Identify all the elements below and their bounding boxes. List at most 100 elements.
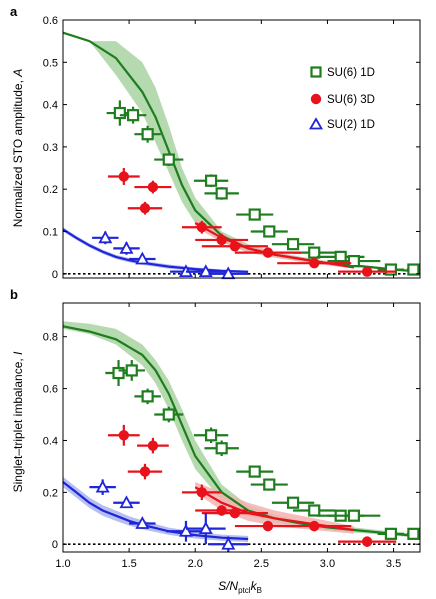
marker-open-triangle <box>221 536 236 550</box>
marker-open-triangle <box>119 241 134 254</box>
data-point-su-6-1d <box>193 427 229 444</box>
data-point-su-6-3d <box>107 168 140 185</box>
marker-filled-circle <box>216 234 227 246</box>
marker-open-square <box>248 465 261 478</box>
marker-open-square <box>263 225 276 238</box>
marker-filled-circle <box>262 520 274 532</box>
x-tick-label: 3.5 <box>386 558 401 570</box>
y-tick-label: 0 <box>52 269 58 281</box>
y-tick-label: 0.1 <box>43 226 58 238</box>
data-point-su-6-1d <box>193 174 229 188</box>
panel-b: b Singlet–triplet imbalance, I 0 0.2 0.4 0.… <box>10 287 421 570</box>
marker-filled-circle <box>309 257 320 269</box>
data-point-su-2-1d <box>89 479 116 495</box>
data-point-su-2-1d <box>129 251 156 265</box>
theory-line-su-2-1d <box>62 481 249 541</box>
marker-open-square <box>125 364 138 377</box>
x-tick-label: 1.0 <box>55 558 70 570</box>
legend-label-su6-1d: SU(6) 1D <box>327 67 375 79</box>
marker-open-square <box>347 509 360 522</box>
data-point-su-6-3d <box>201 241 268 252</box>
panel-a-letter: a <box>10 4 18 19</box>
marker-filled-circle <box>139 203 151 214</box>
data-point-su-6-3d <box>201 507 268 519</box>
data-point-su-6-1d <box>154 153 184 166</box>
data-point-su-6-1d <box>119 106 147 124</box>
data-point-su-6-1d <box>327 509 381 522</box>
marker-filled-circle <box>196 487 208 498</box>
marker-open-triangle <box>135 516 150 529</box>
theory-band-su-6-1d <box>63 32 420 272</box>
marker-open-square <box>286 238 300 251</box>
marker-open-triangle <box>198 521 213 535</box>
plot-frame <box>62 19 421 279</box>
legend-marker-su2-1d <box>308 117 324 130</box>
marker-filled-circle <box>361 266 373 277</box>
marker-open-square <box>162 153 175 166</box>
y-tick-label: 0.6 <box>43 384 58 396</box>
data-point-su-2-1d <box>166 520 206 542</box>
x-tick-label: 3.0 <box>320 558 335 570</box>
marker-open-square <box>248 208 261 221</box>
legend: SU(6) 1D SU(6) 3D SU(2) 1D <box>308 66 375 131</box>
data-point-su-6-1d <box>406 527 420 540</box>
marker-filled-circle <box>147 440 159 451</box>
y-tick-label: 0.8 <box>43 332 58 344</box>
legend-item-su6-1d: SU(6) 1D <box>310 66 375 79</box>
data-point-su-6-1d <box>134 388 161 405</box>
legend-label-su2-1d: SU(2) 1D <box>327 119 375 131</box>
marker-open-square <box>407 263 420 276</box>
data-point-su-6-3d <box>182 220 222 234</box>
marker-open-square <box>141 390 154 403</box>
marker-filled-circle <box>147 181 159 193</box>
data-point-su-6-1d <box>118 360 145 381</box>
y-tick-label: 0.2 <box>43 184 58 196</box>
panel-b-y-axis-label: Singlet–triplet imbalance, I <box>11 351 25 492</box>
marker-open-square <box>126 109 140 122</box>
marker-open-square <box>113 106 126 120</box>
marker-open-square <box>112 366 125 380</box>
y-tick-label: 0.3 <box>43 142 58 154</box>
y-tick-label: 0.5 <box>43 57 58 69</box>
marker-open-square <box>141 128 154 141</box>
data-point-su-6-3d <box>338 536 397 547</box>
marker-open-square <box>204 429 218 442</box>
marker-filled-circle <box>309 520 320 532</box>
x-axis-label: S/NptclkB <box>218 579 262 595</box>
data-point-su-6-1d <box>271 238 315 251</box>
y-tick-label: 0 <box>52 539 58 551</box>
data-point-su-6-1d <box>406 263 420 276</box>
data-point-su-6-1d <box>105 360 132 386</box>
marker-open-square <box>204 174 218 187</box>
marker-open-square <box>347 254 360 268</box>
y-tick-label: 0.2 <box>43 487 58 499</box>
legend-marker-su6-1d <box>310 66 322 78</box>
marker-open-square <box>407 527 420 540</box>
data-point-su-6-1d <box>250 478 288 491</box>
marker-open-triangle <box>119 495 134 509</box>
panel-b-letter: b <box>10 287 18 302</box>
y-tick-label: 0.4 <box>43 435 58 447</box>
data-point-su-6-1d <box>154 406 184 423</box>
marker-filled-circle <box>118 171 130 182</box>
marker-open-triangle <box>178 523 193 537</box>
data-point-su-6-1d <box>293 504 336 517</box>
data-point-su-6-3d <box>107 424 140 446</box>
data-point-su-6-3d <box>182 484 222 501</box>
panel-a-y-axis-label: Normalized STO amplitude, A <box>11 69 25 228</box>
data-point-su-2-1d <box>113 495 140 509</box>
data-point-su-6-3d <box>137 437 169 454</box>
data-point-su-2-1d <box>129 516 156 529</box>
legend-marker-su6-3d <box>310 93 322 105</box>
theory-band-su-6-1d <box>63 321 420 538</box>
marker-filled-circle <box>196 222 208 233</box>
data-point-su-6-3d <box>127 201 163 215</box>
data-point-su-6-1d <box>236 208 274 221</box>
marker-open-square <box>263 478 276 491</box>
data-point-su-6-3d <box>134 180 172 194</box>
marker-open-triangle <box>98 230 113 244</box>
marker-filled-circle <box>229 507 241 519</box>
data-point-su-2-1d <box>92 230 119 245</box>
marker-filled-circle <box>229 241 241 252</box>
